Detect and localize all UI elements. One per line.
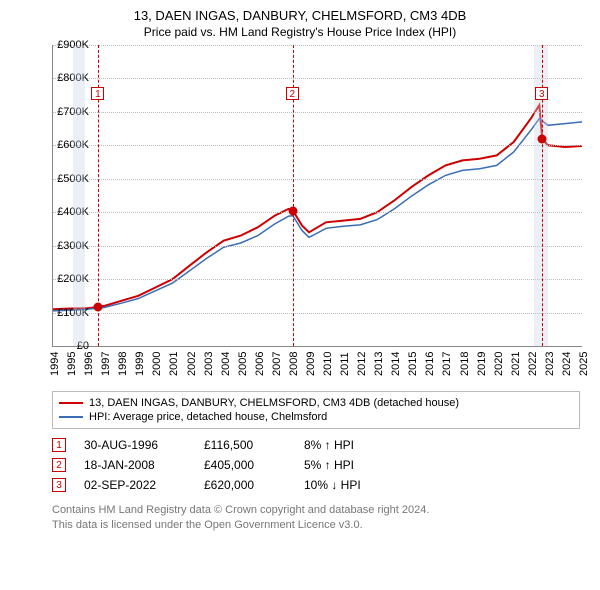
grid-line xyxy=(53,112,582,113)
event-change: 8% ↑ HPI xyxy=(304,438,354,452)
legend-swatch xyxy=(59,402,83,404)
x-tick-label: 1999 xyxy=(134,352,146,376)
footer-line1: Contains HM Land Registry data © Crown c… xyxy=(52,503,580,518)
event-change: 10% ↓ HPI xyxy=(304,478,361,492)
x-tick-label: 1997 xyxy=(100,352,112,376)
grid-line xyxy=(53,78,582,79)
x-tick-label: 2009 xyxy=(305,352,317,376)
event-index-box: 2 xyxy=(52,458,66,472)
grid-line xyxy=(53,45,582,46)
x-tick-label: 2023 xyxy=(544,352,556,376)
legend-box: 13, DAEN INGAS, DANBURY, CHELMSFORD, CM3… xyxy=(52,391,580,429)
grid-line xyxy=(53,145,582,146)
event-marker-box: 2 xyxy=(286,87,299,100)
event-index-box: 1 xyxy=(52,438,66,452)
x-tick-label: 2002 xyxy=(186,352,198,376)
legend-row: HPI: Average price, detached house, Chel… xyxy=(59,410,573,424)
legend-swatch xyxy=(59,416,83,418)
chart-lines xyxy=(53,45,582,346)
footer-line2: This data is licensed under the Open Gov… xyxy=(52,518,580,533)
event-row: 1 30-AUG-1996£116,5008% ↑ HPI xyxy=(52,435,580,455)
x-tick-label: 2007 xyxy=(271,352,283,376)
x-tick-label: 2022 xyxy=(527,352,539,376)
x-tick-label: 2011 xyxy=(339,352,351,376)
event-date: 30-AUG-1996 xyxy=(84,438,204,452)
x-tick-label: 2001 xyxy=(168,352,180,376)
legend-label: HPI: Average price, detached house, Chel… xyxy=(89,411,327,423)
x-tick-label: 2016 xyxy=(424,352,436,376)
plot-inner: £0£100K£200K£300K£400K£500K£600K£700K£80… xyxy=(52,45,582,347)
series-line xyxy=(53,119,582,311)
footer-text: Contains HM Land Registry data © Crown c… xyxy=(52,503,580,533)
chart-container: 13, DAEN INGAS, DANBURY, CHELMSFORD, CM3… xyxy=(0,0,600,543)
legend-label: 13, DAEN INGAS, DANBURY, CHELMSFORD, CM3… xyxy=(89,397,459,409)
title-line1: 13, DAEN INGAS, DANBURY, CHELMSFORD, CM3… xyxy=(10,8,590,23)
event-price: £116,500 xyxy=(204,438,304,452)
x-tick-label: 2019 xyxy=(476,352,488,376)
x-tick-label: 2018 xyxy=(459,352,471,376)
chart-titles: 13, DAEN INGAS, DANBURY, CHELMSFORD, CM3… xyxy=(10,8,590,39)
x-tick-label: 2004 xyxy=(220,352,232,376)
x-tick-label: 2006 xyxy=(254,352,266,376)
x-tick-label: 2017 xyxy=(441,352,453,376)
x-tick-label: 2021 xyxy=(510,352,522,376)
event-change: 5% ↑ HPI xyxy=(304,458,354,472)
event-dot xyxy=(538,134,547,143)
event-marker-box: 3 xyxy=(535,87,548,100)
event-date: 18-JAN-2008 xyxy=(84,458,204,472)
event-dot xyxy=(94,303,103,312)
grid-line xyxy=(53,179,582,180)
x-tick-label: 2014 xyxy=(390,352,402,376)
grid-line xyxy=(53,313,582,314)
x-tick-label: 1996 xyxy=(83,352,95,376)
x-tick-label: 2008 xyxy=(288,352,300,376)
grid-line xyxy=(53,246,582,247)
x-tick-label: 2003 xyxy=(203,352,215,376)
x-tick-label: 1995 xyxy=(66,352,78,376)
event-marker-box: 1 xyxy=(91,87,104,100)
x-tick-label: 2024 xyxy=(561,352,573,376)
x-tick-label: 2005 xyxy=(237,352,249,376)
events-table: 1 30-AUG-1996£116,5008% ↑ HPI 2 18-JAN-2008… xyxy=(52,435,580,495)
event-index-box: 3 xyxy=(52,478,66,492)
title-line2: Price paid vs. HM Land Registry's House … xyxy=(10,25,590,39)
grid-line xyxy=(53,279,582,280)
x-tick-label: 2015 xyxy=(407,352,419,376)
plot-area: £0£100K£200K£300K£400K£500K£600K£700K£80… xyxy=(10,45,590,385)
event-price: £405,000 xyxy=(204,458,304,472)
grid-line xyxy=(53,212,582,213)
event-date: 02-SEP-2022 xyxy=(84,478,204,492)
x-tick-label: 1994 xyxy=(49,352,61,376)
x-tick-label: 2020 xyxy=(493,352,505,376)
x-tick-label: 1998 xyxy=(117,352,129,376)
event-dot xyxy=(288,206,297,215)
x-tick-label: 2025 xyxy=(578,352,590,376)
shaded-range xyxy=(73,45,85,346)
event-row: 2 18-JAN-2008£405,0005% ↑ HPI xyxy=(52,455,580,475)
x-tick-label: 2012 xyxy=(356,352,368,376)
event-row: 3 02-SEP-2022£620,00010% ↓ HPI xyxy=(52,475,580,495)
event-price: £620,000 xyxy=(204,478,304,492)
legend-row: 13, DAEN INGAS, DANBURY, CHELMSFORD, CM3… xyxy=(59,396,573,410)
x-tick-label: 2000 xyxy=(151,352,163,376)
x-tick-label: 2013 xyxy=(373,352,385,376)
x-tick-label: 2010 xyxy=(322,352,334,376)
